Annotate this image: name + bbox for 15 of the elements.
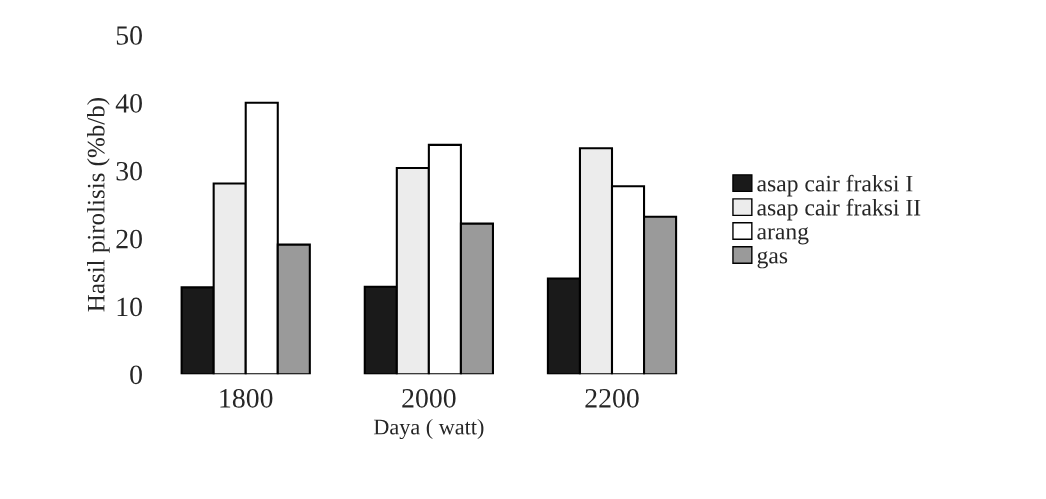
x-tick-label: 2000 xyxy=(402,388,456,408)
y-axis-title: Hasil pirolisis (%b/b) xyxy=(87,98,110,312)
legend-label: asap cair fraksi I xyxy=(757,174,913,197)
legend-label: arang xyxy=(757,227,809,245)
y-tick-label: 20 xyxy=(116,229,142,249)
y-tick-label: 50 xyxy=(116,26,142,45)
x-axis-title: Daya ( watt) xyxy=(373,418,484,440)
legend-label: gas xyxy=(757,251,788,269)
y-tick-label: 30 xyxy=(116,161,142,181)
y-tick-label: 10 xyxy=(117,297,142,317)
x-tick-label: 2200 xyxy=(585,388,639,408)
y-tick-label: 0 xyxy=(130,365,142,385)
legend-label: asap cair fraksi II xyxy=(757,198,921,221)
x-tick-label: 1800 xyxy=(220,388,273,408)
y-tick-label: 40 xyxy=(115,93,142,113)
